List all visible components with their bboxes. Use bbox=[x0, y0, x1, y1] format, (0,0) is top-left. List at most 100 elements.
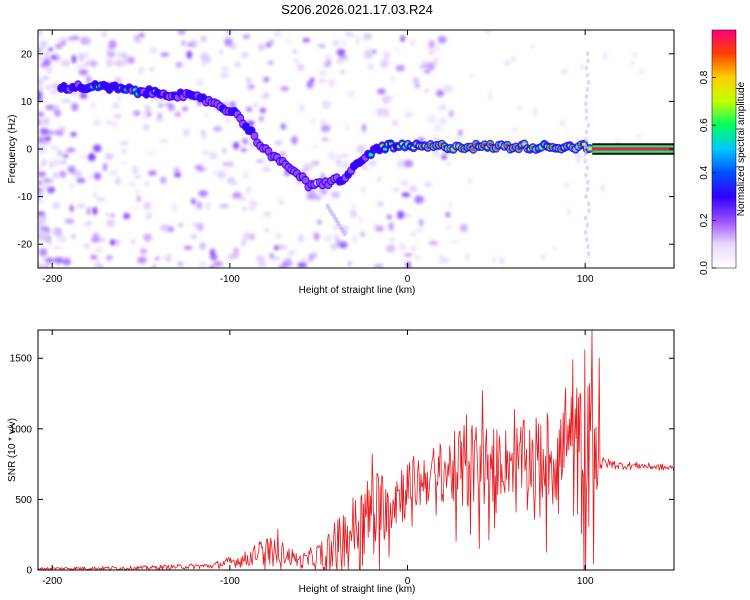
noise-speck bbox=[38, 56, 47, 60]
noise-speck bbox=[247, 82, 253, 91]
disturbance-speck bbox=[583, 158, 587, 164]
noise-speck bbox=[396, 210, 405, 220]
noise-speck bbox=[630, 60, 635, 66]
noise-speck bbox=[127, 182, 137, 186]
noise-speck bbox=[166, 252, 172, 260]
noise-speck bbox=[345, 121, 350, 132]
noise-speck bbox=[331, 191, 341, 199]
noise-speck bbox=[160, 176, 167, 184]
noise-speck bbox=[400, 35, 406, 42]
noise-speck bbox=[90, 102, 97, 108]
noise-speck bbox=[402, 213, 412, 217]
noise-speck bbox=[448, 109, 454, 118]
noise-speck bbox=[69, 204, 75, 213]
noise-speck bbox=[143, 201, 152, 211]
noise-speck bbox=[446, 160, 451, 167]
noise-speck bbox=[344, 54, 349, 62]
noise-speck bbox=[424, 182, 433, 187]
noise-speck bbox=[38, 264, 45, 268]
noise-speck bbox=[311, 118, 316, 125]
noise-speck bbox=[297, 262, 308, 268]
snr-x-tick-label: 0 bbox=[405, 576, 411, 587]
noise-speck bbox=[220, 66, 230, 71]
noise-speck bbox=[77, 203, 86, 209]
noise-speck bbox=[41, 158, 47, 167]
noise-speck bbox=[412, 80, 421, 85]
noise-speck bbox=[263, 76, 270, 83]
colorbar-tick-label: 0.8 bbox=[699, 70, 710, 84]
noise-speck bbox=[241, 206, 247, 212]
noise-speck bbox=[327, 78, 335, 88]
colorbar-gradient bbox=[712, 30, 736, 268]
noise-speck bbox=[256, 255, 265, 262]
noise-speck bbox=[116, 95, 122, 102]
noise-speck bbox=[38, 200, 44, 204]
noise-speck bbox=[38, 118, 43, 126]
noise-speck bbox=[38, 111, 45, 117]
noise-speck bbox=[636, 133, 641, 139]
noise-speck bbox=[43, 178, 54, 183]
noise-speck bbox=[89, 60, 98, 68]
disturbance-speck bbox=[584, 129, 589, 135]
noise-speck bbox=[438, 254, 445, 265]
noise-speck bbox=[217, 170, 227, 179]
noise-speck bbox=[78, 52, 84, 62]
noise-speck bbox=[70, 35, 80, 41]
noise-speck bbox=[274, 140, 283, 146]
spectrogram-trace bbox=[57, 51, 674, 257]
noise-speck bbox=[373, 222, 378, 230]
noise-speck bbox=[247, 206, 256, 211]
noise-speck bbox=[540, 253, 546, 260]
noise-speck bbox=[450, 240, 460, 244]
noise-speck bbox=[267, 60, 275, 65]
snr-y-tick-label: 1500 bbox=[10, 354, 33, 365]
noise-speck bbox=[196, 201, 203, 210]
noise-speck bbox=[218, 50, 224, 55]
noise-speck bbox=[428, 240, 438, 245]
noise-speck bbox=[240, 148, 248, 152]
noise-speck bbox=[47, 47, 54, 52]
noise-speck bbox=[248, 200, 258, 207]
noise-speck bbox=[86, 206, 91, 216]
noise-speck bbox=[93, 172, 102, 181]
noise-speck bbox=[280, 86, 290, 92]
noise-speck bbox=[106, 219, 116, 228]
colorbar-tick-label: 0.6 bbox=[699, 118, 710, 132]
noise-speck bbox=[204, 112, 210, 118]
noise-speck bbox=[44, 117, 53, 121]
noise-speck bbox=[309, 77, 315, 83]
noise-speck bbox=[39, 127, 49, 135]
noise-speck bbox=[53, 231, 59, 237]
snr-frame bbox=[37, 329, 675, 571]
noise-speck bbox=[39, 40, 49, 47]
noise-speck bbox=[306, 81, 316, 89]
noise-speck bbox=[488, 91, 493, 102]
noise-speck bbox=[226, 177, 236, 184]
figure-title: S206.2026.021.17.03.R24 bbox=[281, 2, 433, 17]
noise-speck bbox=[159, 223, 170, 232]
noise-speck bbox=[119, 141, 129, 146]
noise-speck bbox=[242, 34, 251, 39]
noise-speck bbox=[197, 164, 204, 173]
noise-speck bbox=[134, 175, 141, 179]
noise-speck bbox=[503, 59, 511, 66]
noise-speck bbox=[385, 244, 396, 253]
noise-speck bbox=[296, 63, 305, 72]
noise-speck bbox=[83, 243, 91, 250]
noise-speck bbox=[280, 123, 286, 130]
noise-speck bbox=[400, 179, 409, 187]
spectrogram-y-tick-label: -10 bbox=[18, 192, 33, 203]
noise-speck bbox=[197, 260, 207, 268]
noise-speck bbox=[383, 51, 391, 61]
colorbar-tick-label: 0.2 bbox=[699, 213, 710, 227]
colorbar-frame bbox=[711, 29, 737, 269]
noise-speck bbox=[428, 40, 435, 49]
noise-speck bbox=[438, 104, 447, 111]
noise-speck bbox=[76, 64, 84, 70]
noise-speck bbox=[424, 69, 431, 74]
noise-speck bbox=[337, 241, 348, 249]
noise-speck bbox=[241, 238, 247, 247]
noise-speck bbox=[351, 202, 356, 211]
noise-speck bbox=[236, 196, 247, 201]
noise-speck bbox=[408, 185, 418, 193]
